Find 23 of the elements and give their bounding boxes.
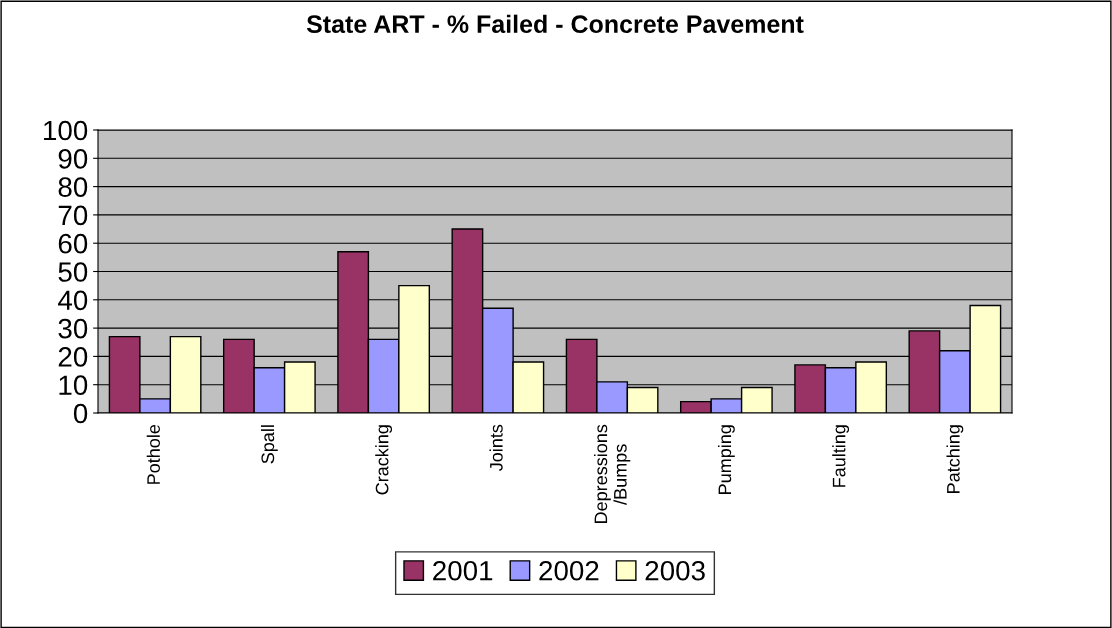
legend-label: 2002 <box>539 560 599 581</box>
x-tick-label: Spall <box>260 425 278 464</box>
y-tick-label: 60 <box>58 233 88 254</box>
x-tick-label: Cracking <box>375 425 393 495</box>
y-tick-label: 30 <box>58 318 88 339</box>
legend-label: 2003 <box>645 560 705 581</box>
y-tick-label: 100 <box>44 120 88 141</box>
y-tick-label: 40 <box>58 290 88 311</box>
x-tick-label: Joints <box>489 424 503 471</box>
x-tick-label: Depressions /Bumps <box>593 424 631 523</box>
y-tick-label: 50 <box>58 262 88 282</box>
legend-label: 2001 <box>433 560 493 581</box>
y-tick-label: 10 <box>59 375 88 396</box>
x-tick-label: Faulting <box>832 425 850 487</box>
x-tick-label: Pothole <box>146 424 160 484</box>
y-tick-label: 90 <box>58 148 88 169</box>
y-tick-label: 80 <box>58 177 88 197</box>
x-tick-label: Patching <box>946 425 964 493</box>
y-tick-label: 0 <box>73 403 88 424</box>
y-tick-label: 70 <box>58 205 88 226</box>
x-tick-label: Pumping <box>717 425 735 494</box>
chart-title: State ART - % Failed - Concrete Pavement <box>306 14 804 34</box>
y-tick-label: 20 <box>58 347 88 367</box>
